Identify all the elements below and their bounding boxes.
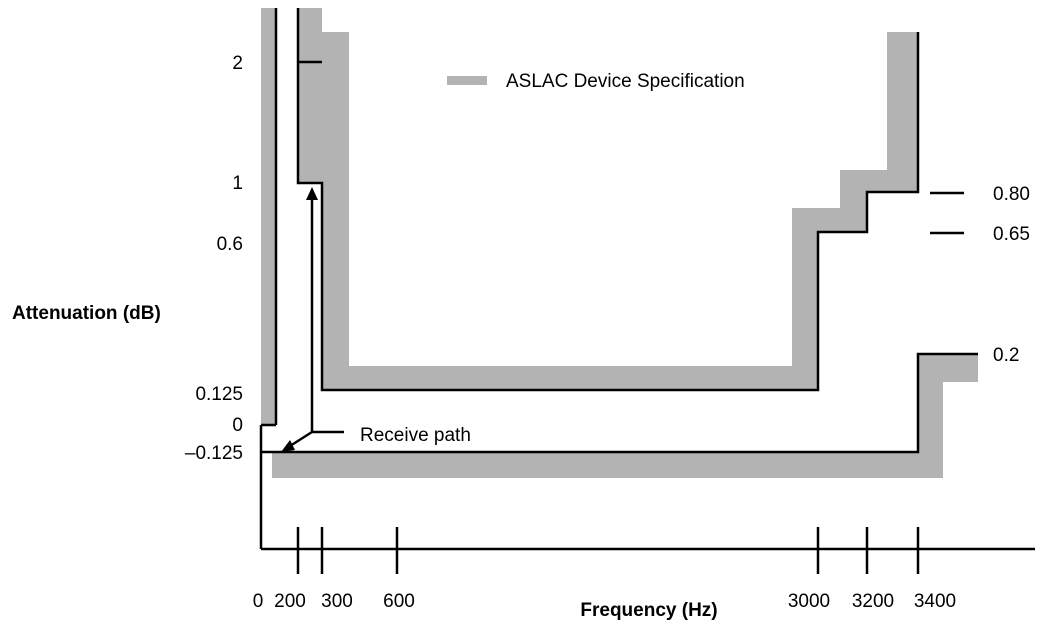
right-label: 0.65 [993, 224, 1030, 245]
receive-path-mask [261, 8, 978, 454]
right-value-labels: 0.80 0.65 0.2 [930, 184, 1030, 366]
y-tick-label: 0.6 [217, 234, 243, 255]
receive-path-annotation: Receive path [281, 187, 471, 452]
right-label: 0.2 [993, 345, 1019, 366]
x-axis-title: Frequency (Hz) [580, 600, 717, 621]
spec-band-left-bar [261, 8, 276, 425]
axes [259, 425, 1035, 551]
annotation-diagonal-leader [289, 430, 313, 448]
y-tick-label: 0.125 [195, 384, 243, 405]
arrow-up-icon [306, 187, 318, 200]
x-tick-label: 3400 [914, 591, 956, 612]
arrow-down-left-icon [281, 440, 295, 452]
spec-band-upper-mask [298, 8, 918, 390]
annotation-label: Receive path [360, 425, 471, 446]
receive-mask-upper [296, 8, 920, 392]
x-tick-label: 600 [383, 591, 415, 612]
receive-mask-lower [261, 352, 978, 454]
x-ticks: 0 200 300 600 3000 3200 3400 [253, 527, 956, 612]
legend: ASLAC Device Specification [447, 71, 745, 92]
y-tick-label: –0.125 [185, 443, 243, 464]
y-tick-label: 0 [232, 415, 243, 436]
right-label: 0.80 [993, 184, 1030, 205]
x-tick-label: 3000 [788, 591, 830, 612]
y-axis-title: Attenuation (dB) [12, 303, 161, 324]
x-tick-label: 3200 [852, 591, 894, 612]
y-tick-labels: 2 1 0.6 0.125 0 –0.125 [185, 53, 243, 464]
x-tick-label: 0 [253, 591, 264, 612]
x-tick-label: 200 [274, 591, 306, 612]
x-tick-label: 300 [321, 591, 353, 612]
legend-swatch [447, 76, 487, 85]
y-tick-label: 1 [232, 173, 243, 194]
legend-label: ASLAC Device Specification [506, 71, 745, 92]
y-tick-label: 2 [232, 53, 243, 74]
